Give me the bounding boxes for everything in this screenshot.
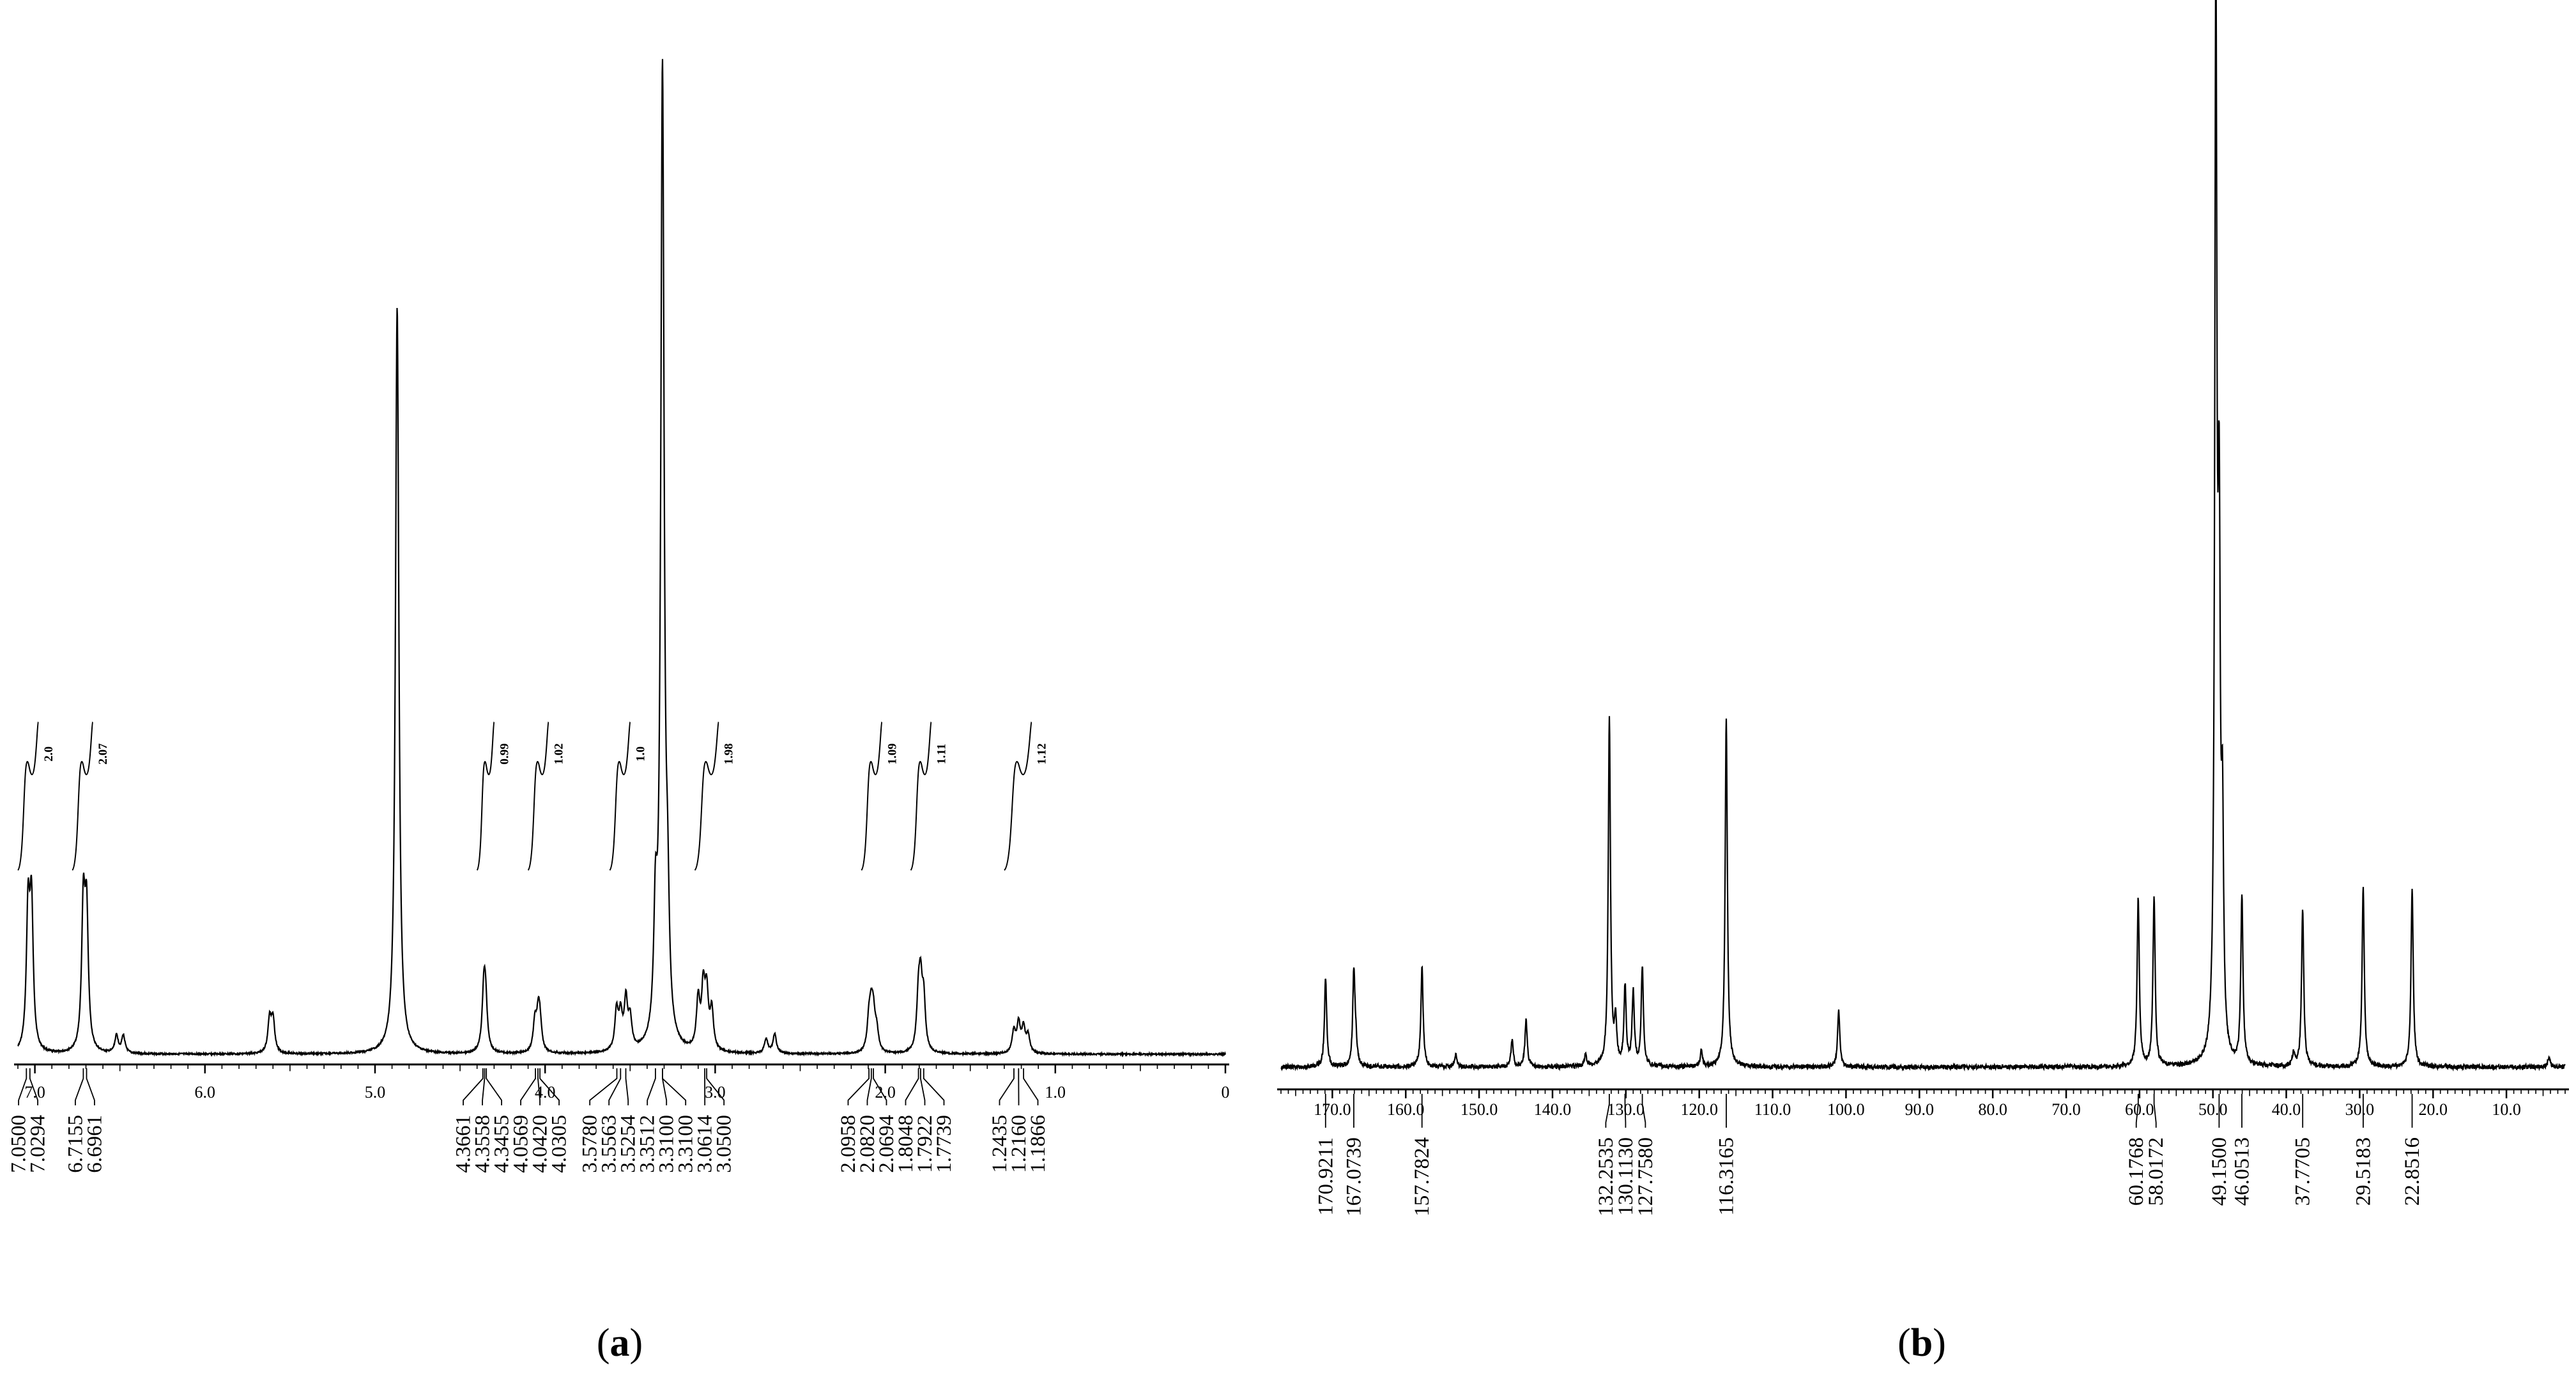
integral-curve (477, 722, 494, 870)
peak-label: 58.0172 (2145, 1137, 2168, 1206)
x-tick-label: 150.0 (1460, 1100, 1498, 1119)
peak-label: 37.7705 (2292, 1137, 2315, 1206)
integral-value: 2.07 (96, 743, 110, 765)
peak-label-connector (626, 1068, 629, 1105)
integral-value: 1.12 (1036, 743, 1049, 764)
panel-a-label: (a) (597, 1321, 643, 1365)
peak-label: 116.3165 (1715, 1137, 1738, 1216)
integral-value: 1.11 (935, 744, 949, 764)
peak-label: 6.6961 (83, 1115, 106, 1173)
integral-curve (72, 722, 93, 870)
x-tick-label: 10.0 (2492, 1100, 2521, 1119)
x-tick-label: 5.0 (365, 1083, 386, 1102)
peak-label-connector (609, 1068, 620, 1105)
peak-label: 170.9211 (1314, 1137, 1337, 1216)
panel-a-integral-curves: 2.0 2.07 0.99 1.02 1.0 1.98 1.09 1.11 1.12 (18, 722, 1049, 870)
integral-value: 1.98 (723, 743, 736, 764)
peak-label-connector (463, 1068, 483, 1105)
peak-label-connector (1625, 1094, 1626, 1128)
x-tick-label: 90.0 (1905, 1100, 1935, 1119)
panel-b-label: (b) (1897, 1321, 1946, 1365)
peak-label: 4.0305 (548, 1115, 571, 1173)
x-tick-label: 60.0 (2125, 1100, 2154, 1119)
integral-value: 1.02 (553, 743, 566, 764)
x-tick-label: 110.0 (1754, 1100, 1791, 1119)
peak-label-connector (647, 1068, 656, 1105)
x-tick-label: 160.0 (1387, 1100, 1425, 1119)
x-tick-label: 80.0 (1978, 1100, 2007, 1119)
peak-label: 29.5183 (2352, 1137, 2375, 1206)
integral-value: 0.99 (498, 743, 511, 764)
peak-label-connector (486, 1068, 502, 1105)
integral-value: 1.0 (634, 746, 647, 762)
peak-label-connector (87, 1068, 95, 1105)
panel-a-spectrum-trace (18, 59, 1225, 1055)
peak-label-connector (590, 1068, 617, 1105)
x-tick-label: 120.0 (1680, 1100, 1718, 1119)
peak-label-connector (521, 1068, 535, 1105)
peak-label: 46.0513 (2231, 1137, 2254, 1206)
peak-label: 167.0739 (1343, 1137, 1366, 1217)
integral-curve (695, 722, 719, 870)
x-tick-label: 0 (1222, 1083, 1230, 1102)
peak-label: 22.8516 (2401, 1137, 2424, 1206)
x-tick-label: 140.0 (1534, 1100, 1572, 1119)
peak-label-connector (848, 1068, 870, 1105)
integral-curve (911, 722, 931, 870)
integral-curve (861, 722, 882, 870)
peak-label: 3.0500 (713, 1115, 736, 1173)
x-tick-label: 40.0 (2272, 1100, 2301, 1119)
integral-curve (610, 722, 630, 870)
peak-label-connector (663, 1068, 666, 1105)
integral-curve (1004, 722, 1032, 870)
integral-curve (18, 722, 38, 870)
peak-label: 157.7824 (1411, 1137, 1434, 1217)
peak-label: 127.7580 (1634, 1137, 1657, 1217)
x-tick-label: 6.0 (195, 1083, 216, 1102)
integral-curve (528, 722, 549, 870)
integral-value: 2.0 (42, 746, 56, 762)
peak-label: 49.1500 (2208, 1137, 2231, 1206)
peak-label: 1.1866 (1027, 1115, 1050, 1173)
x-tick-label: 30.0 (2345, 1100, 2375, 1119)
x-tick-label: 50.0 (2198, 1100, 2228, 1119)
peak-label-connector (906, 1068, 919, 1105)
x-tick-label: 1.0 (1045, 1083, 1066, 1102)
x-tick-label: 70.0 (2051, 1100, 2081, 1119)
peak-label: 1.7739 (933, 1115, 956, 1173)
peak-label-connector (924, 1068, 944, 1105)
x-tick-label: 20.0 (2419, 1100, 2448, 1119)
panel-b-spectrum-trace (1281, 0, 2565, 1069)
peak-label: 7.0294 (27, 1115, 50, 1173)
peak-label-connector (1023, 1068, 1038, 1105)
x-tick-label: 170.0 (1314, 1100, 1351, 1119)
x-tick-label: 100.0 (1827, 1100, 1865, 1119)
integral-value: 1.09 (885, 743, 899, 764)
peak-label-connector (1000, 1068, 1015, 1105)
peak-label-connector (75, 1068, 83, 1105)
peak-label-connector (2154, 1094, 2156, 1128)
